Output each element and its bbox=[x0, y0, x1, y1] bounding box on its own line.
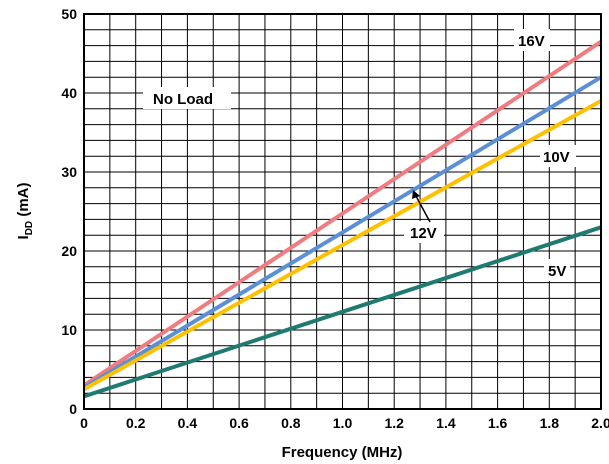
x-tick-label: 1.2 bbox=[384, 415, 404, 431]
label-bg-5v bbox=[544, 259, 570, 281]
y-tick-label: 10 bbox=[61, 322, 77, 338]
x-tick-label: 0.8 bbox=[281, 415, 301, 431]
y-axis-title-main: I bbox=[15, 235, 32, 239]
series-label-5v: 5V bbox=[548, 263, 566, 280]
plot-frame bbox=[83, 13, 602, 410]
y-tick-label: 20 bbox=[61, 243, 77, 259]
pointer-12v-line bbox=[415, 195, 431, 223]
y-tick-label: 40 bbox=[61, 85, 77, 101]
series-line-16v bbox=[82, 39, 603, 387]
series-line-12v bbox=[82, 75, 603, 390]
label-bg-16v bbox=[514, 29, 550, 51]
y-axis-title-unit: (mA) bbox=[15, 183, 32, 221]
series-line-10v bbox=[83, 99, 602, 391]
x-tick-label: 1.4 bbox=[436, 415, 456, 431]
y-tick-label: 50 bbox=[61, 6, 77, 22]
tick-labels: 0 0.2 0.4 0.6 0.8 1.0 1.2 1.4 1.6 1.8 2.0 0 10 20 30 40… bbox=[61, 6, 609, 431]
no-load-annotation: No Load bbox=[153, 91, 213, 108]
y-axis-title: IDD (mA) bbox=[15, 183, 35, 240]
y-axis-title-sub: DD bbox=[24, 221, 35, 235]
x-tick-label: 0 bbox=[80, 415, 88, 431]
series-label-12v: 12V bbox=[410, 225, 437, 242]
series-line-5v bbox=[83, 225, 602, 399]
y-tick-label: 30 bbox=[61, 164, 77, 180]
no-load-label-bg bbox=[143, 87, 231, 109]
x-tick-label: 2.0 bbox=[591, 415, 609, 431]
series-label-16v: 16V bbox=[518, 33, 545, 50]
y-tick-label: 0 bbox=[69, 401, 77, 417]
label-bg-10v bbox=[540, 145, 576, 167]
pointer-12v-arrowhead bbox=[412, 190, 420, 199]
x-tick-label: 1.6 bbox=[488, 415, 508, 431]
x-tick-label: 0.2 bbox=[126, 415, 146, 431]
series-label-10v: 10V bbox=[543, 149, 570, 166]
grid bbox=[84, 14, 601, 409]
x-tick-label: 1.8 bbox=[540, 415, 560, 431]
x-axis-title: Frequency (MHz) bbox=[282, 444, 403, 461]
x-tick-label: 0.6 bbox=[229, 415, 249, 431]
x-tick-label: 1.0 bbox=[333, 415, 353, 431]
x-tick-label: 0.4 bbox=[178, 415, 198, 431]
label-bg-12v bbox=[404, 221, 444, 243]
series-lines bbox=[82, 39, 603, 399]
